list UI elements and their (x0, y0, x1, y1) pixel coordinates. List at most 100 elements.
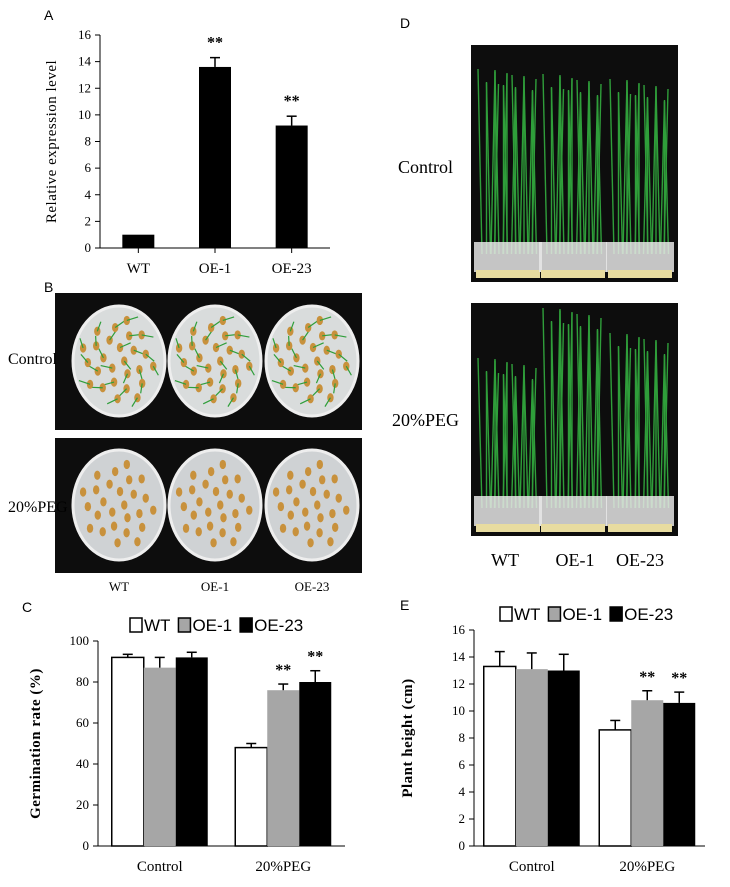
seed (124, 369, 131, 379)
seed (277, 501, 285, 512)
sprout (334, 334, 347, 338)
seedling-leaf (626, 335, 632, 509)
panel-b-row-label-control: Control (8, 351, 57, 368)
seedling-leaf (550, 87, 557, 255)
panel-b-photo-peg (55, 438, 362, 573)
panel-d-letter: D (400, 15, 410, 31)
panel-c-letter: C (22, 599, 32, 615)
seed (299, 479, 306, 489)
sprout (175, 338, 180, 349)
seedling-leaf (655, 87, 661, 255)
c-y-tick-label: 0 (83, 838, 90, 853)
seedling-leaf (663, 101, 670, 255)
seedling-leaf (596, 330, 603, 509)
seedling-leaf (609, 332, 615, 509)
seed (285, 485, 293, 495)
c-x-tick-label: Control (137, 859, 183, 875)
a-y-axis-label: Relative expression level (44, 60, 60, 223)
sprout (126, 316, 139, 322)
seed (319, 475, 326, 485)
seed (150, 505, 157, 515)
seed (219, 528, 226, 538)
seed (126, 475, 133, 485)
seed (217, 500, 224, 510)
sprout (152, 365, 159, 376)
seedling-tray (474, 496, 542, 526)
seedling-leaf (655, 341, 661, 509)
sprout (312, 342, 324, 349)
c-legend-label-OE-23: OE-23 (254, 616, 303, 635)
a-y-tick-label: 16 (78, 27, 92, 42)
seed (309, 486, 317, 497)
seed (279, 523, 287, 533)
seedling-leaf (579, 327, 586, 509)
sprout (302, 331, 310, 341)
a-y-tick-label: 0 (85, 240, 92, 255)
sprout (338, 353, 348, 362)
e-y-tick-label: 10 (452, 703, 465, 718)
sprout (315, 373, 322, 384)
sprout (311, 388, 321, 397)
panel-d-col-label-wt: WT (491, 550, 519, 570)
panel-b-col-label-wt: WT (109, 579, 129, 594)
c-significance: ** (307, 649, 323, 666)
e-significance: ** (639, 669, 655, 686)
e-bar-OE-23-20%PEG (663, 702, 696, 846)
seed (138, 522, 146, 532)
seed (222, 475, 229, 485)
seed (207, 466, 215, 477)
e-y-tick-label: 2 (459, 811, 466, 826)
sprout (331, 369, 336, 380)
sprout (237, 334, 250, 338)
seed (92, 485, 100, 495)
e-legend-swatch-OE-1 (547, 606, 562, 622)
seedling-leaf (559, 76, 565, 255)
seed (329, 508, 336, 519)
seed (180, 501, 188, 512)
seed (323, 489, 330, 499)
e-legend-swatch-WT (499, 606, 513, 622)
seed (287, 470, 294, 480)
roots (541, 270, 605, 278)
seed (114, 538, 121, 548)
seed (94, 510, 101, 520)
sprout (210, 320, 221, 329)
seedling-leaf (550, 321, 557, 509)
seed (272, 487, 280, 497)
seed (317, 513, 324, 523)
c-y-axis-label: Germination rate (%) (28, 668, 44, 819)
sprout (119, 342, 131, 349)
seed (232, 508, 239, 519)
sprout (114, 320, 125, 329)
e-bar-WT-20%PEG (598, 729, 632, 847)
seedling-leaf (542, 73, 548, 255)
sprout (138, 369, 143, 380)
sprout (299, 398, 311, 405)
seed (314, 500, 321, 510)
sprout (219, 360, 228, 370)
seed (205, 507, 212, 517)
seed (111, 466, 119, 477)
seedling-tray (606, 242, 674, 272)
sprout (345, 365, 352, 376)
seedling-leaf (514, 88, 521, 255)
panel-b-row-label-peg: 20%PEG (8, 499, 68, 516)
seed (188, 485, 196, 495)
seed (303, 521, 311, 531)
c-legend-swatch-OE-1 (177, 617, 192, 633)
c-legend-label-WT: WT (144, 616, 170, 635)
roots (608, 524, 672, 532)
roots (476, 524, 540, 532)
sprout (118, 388, 128, 397)
seedling-tray (539, 242, 607, 272)
seed (130, 489, 137, 499)
sprout (289, 321, 295, 332)
seed (142, 493, 149, 503)
seed (136, 508, 143, 519)
panel-e-letter: E (400, 597, 409, 613)
c-bar-OE-1-20%PEG (267, 690, 300, 846)
e-bar-WT-Control (483, 665, 517, 847)
sprout (140, 383, 143, 394)
seedling-leaf (531, 380, 538, 509)
e-bar-OE-23-Control (547, 670, 580, 846)
